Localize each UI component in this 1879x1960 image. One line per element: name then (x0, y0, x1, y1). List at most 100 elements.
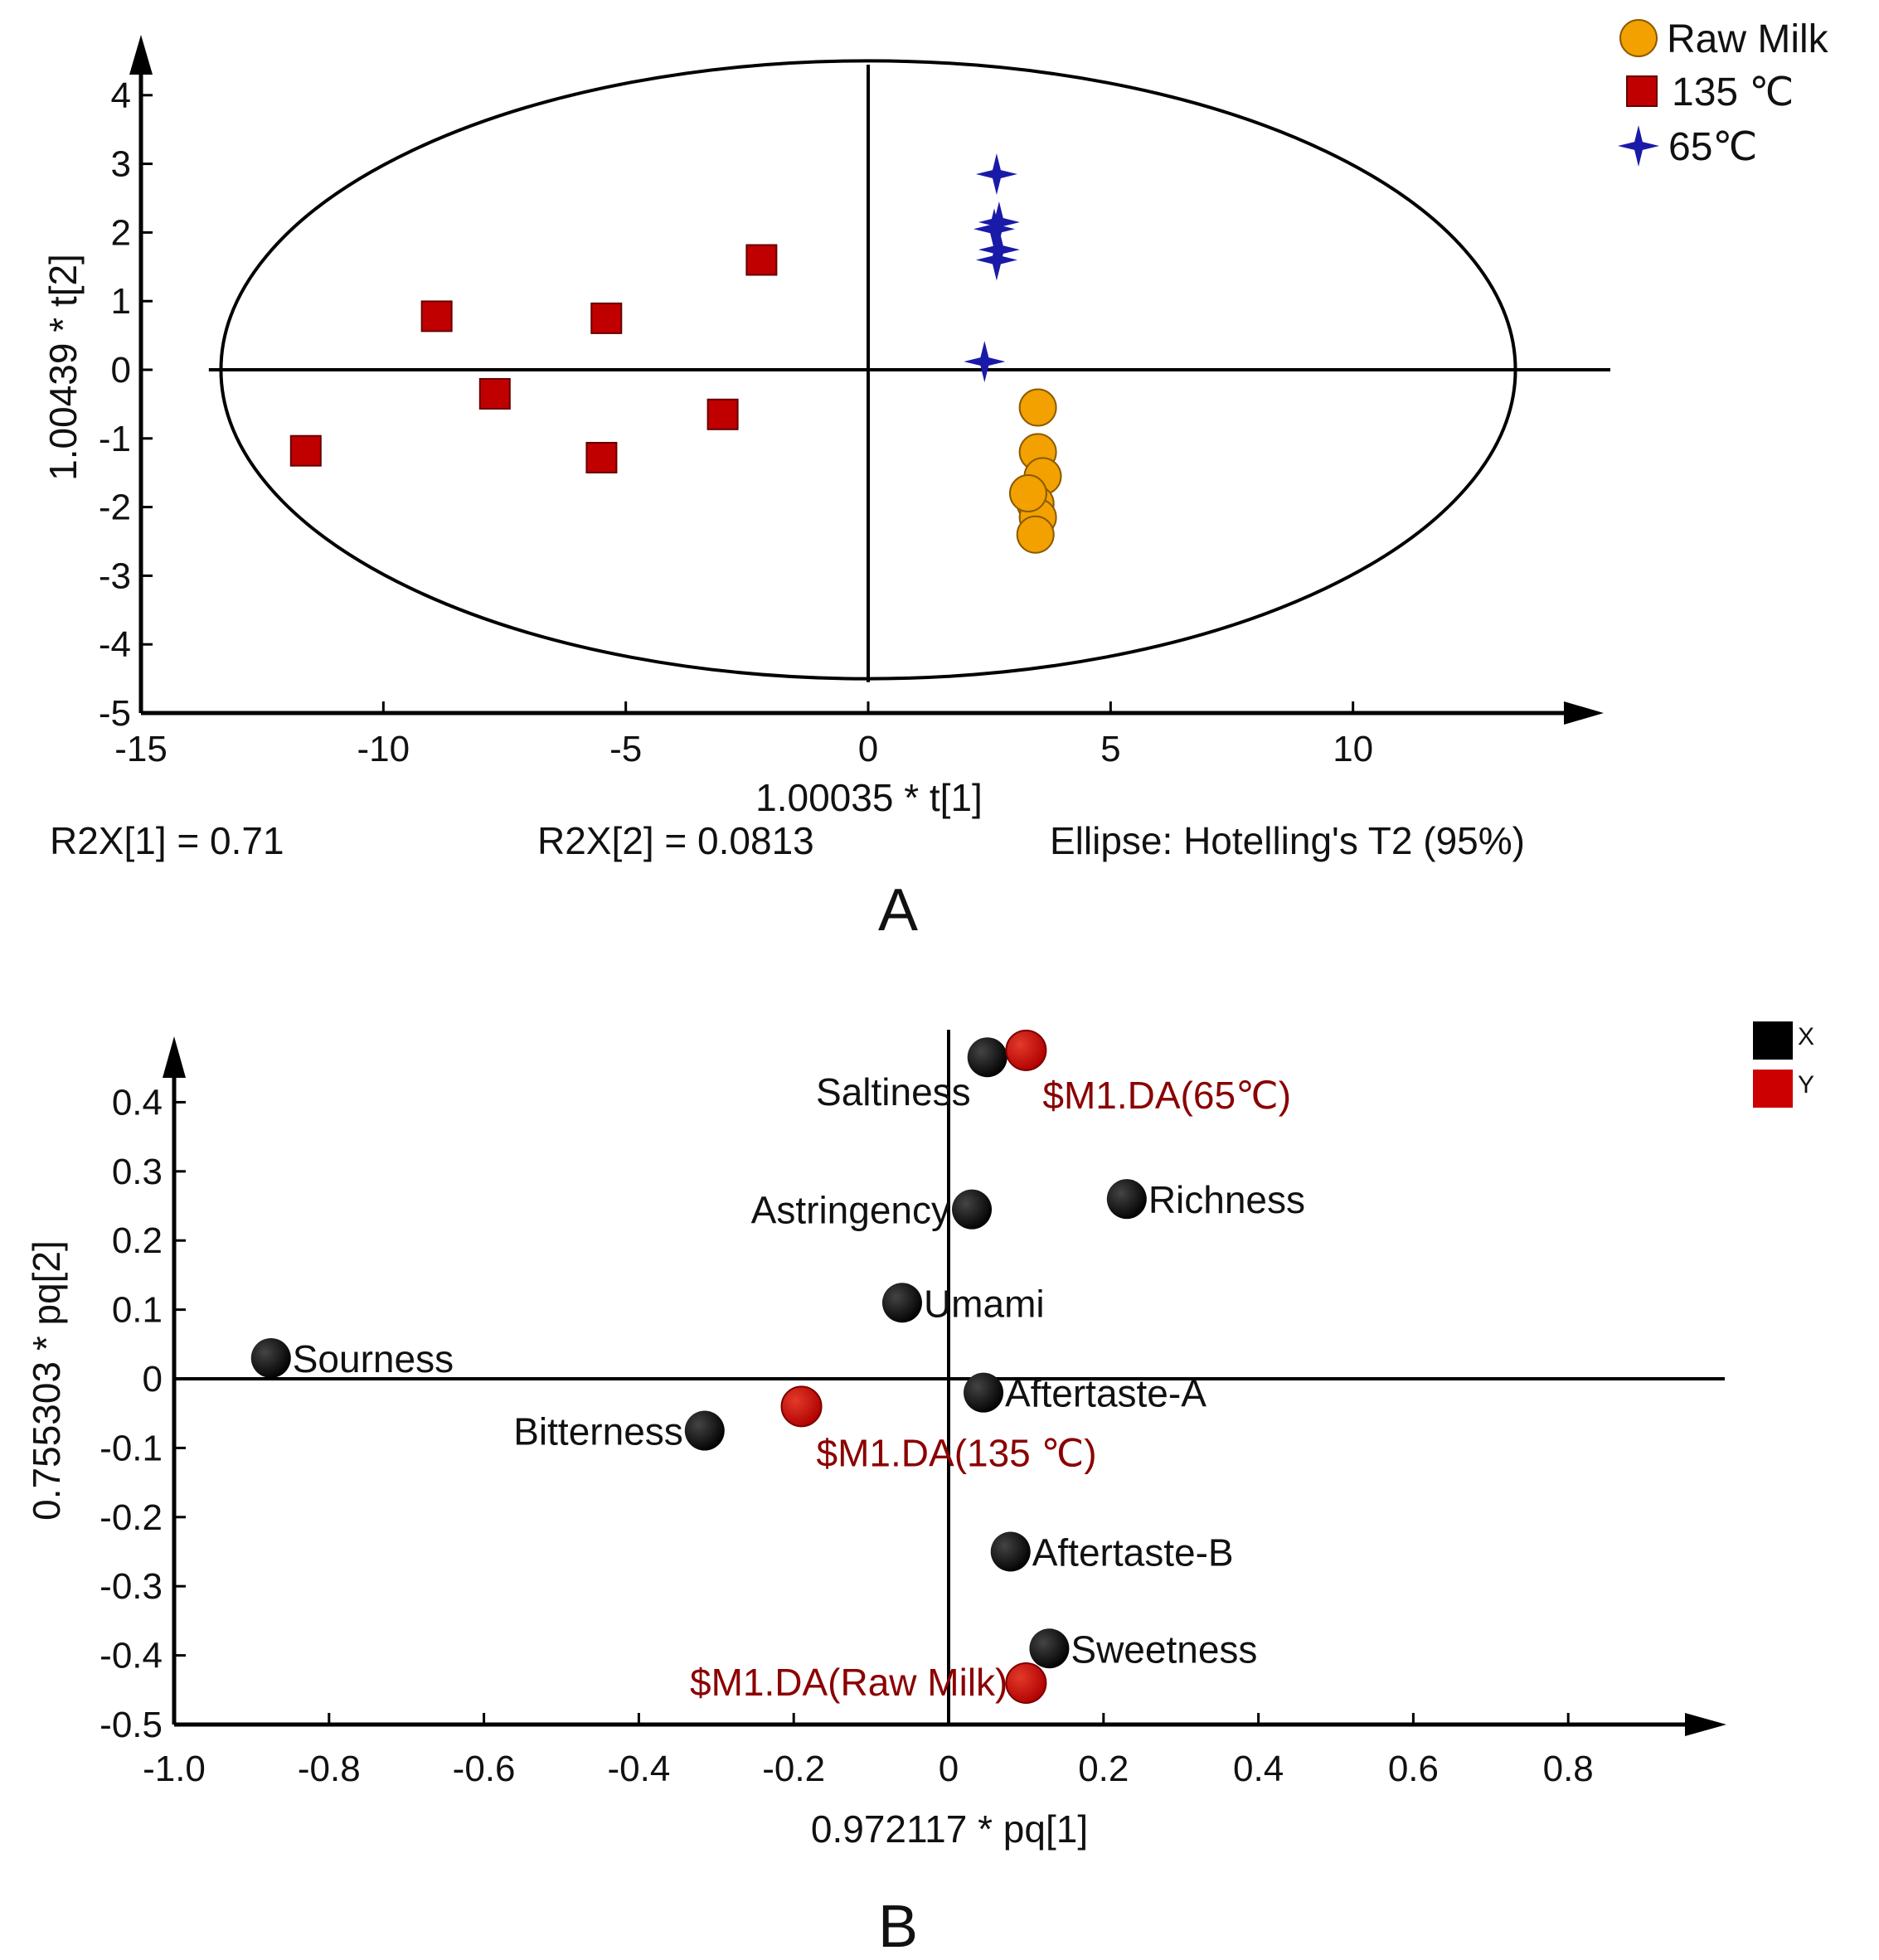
loading-x-label: Aftertaste-A (1005, 1372, 1207, 1415)
loading-y-point (780, 1385, 823, 1428)
panel-b-y-tick-label: -0.1 (100, 1428, 163, 1468)
panel-b-y-tick-label: 0.1 (112, 1290, 163, 1331)
panel-a-x-tick-label: 0 (858, 729, 878, 769)
panel-a-y-tick-label: -3 (99, 555, 131, 596)
panel-a-y-arrow (129, 35, 153, 75)
panel-b-y-label: 0.755303 * pq[2] (25, 1240, 68, 1521)
point-65c (975, 153, 1017, 195)
panel-b-x-tick-label: 0.8 (1543, 1749, 1594, 1789)
point-65c (973, 208, 1015, 250)
panel-a-x-arrow (1564, 701, 1604, 725)
panel-a-y-tick-label: -1 (99, 419, 131, 459)
panel-a-y-tick-label: 4 (111, 75, 131, 116)
panel-b-y-tick-label: 0.2 (112, 1220, 163, 1261)
point-raw-milk (1008, 474, 1047, 513)
loading-x-point (967, 1037, 1007, 1078)
panel-b-x-arrow (1685, 1713, 1726, 1736)
point-raw-milk (1016, 515, 1055, 554)
panel-a-legend: Raw Milk 135 ℃ 65℃ (1618, 17, 1829, 169)
panel-b-x-tick-label: -1.0 (143, 1749, 206, 1789)
panel-b-y-arrow (163, 1036, 186, 1078)
panel-a-y-tick-label: 0 (111, 350, 131, 391)
panel-a-x-tick-label: -5 (609, 729, 642, 769)
panel-a-x-label: 1.00035 * t[1] (755, 776, 983, 819)
legend-y-label: Y (1798, 1071, 1814, 1099)
loading-x-point (964, 1372, 1004, 1413)
legend-x-marker (1753, 1021, 1793, 1060)
panel-b-x-label: 0.972117 * pq[1] (811, 1807, 1088, 1851)
panel-b-y-tick-label: 0 (143, 1359, 163, 1400)
point-135c (745, 244, 778, 276)
panel-a-y-tick-label: 2 (111, 212, 131, 253)
loading-x-label: Sourness (293, 1337, 454, 1380)
loading-x-label: Umami (924, 1282, 1045, 1325)
panel-a-y-tick-label: -4 (99, 624, 131, 665)
loading-x-point (1106, 1179, 1147, 1220)
loading-x-label: Bitterness (513, 1410, 683, 1453)
loading-x-point (684, 1410, 725, 1451)
panel-b-x-tick-label: -0.4 (607, 1749, 670, 1789)
loading-x-label: Saltiness (816, 1070, 971, 1113)
loading-y-label: $M1.DA(Raw Milk) (690, 1661, 1007, 1704)
point-65c (978, 201, 1020, 243)
point-135c (585, 441, 618, 473)
point-65c (964, 341, 1006, 383)
r2x2-stat: R2X[2] = 0.0813 (537, 819, 814, 862)
loading-x-label: Aftertaste-B (1032, 1531, 1234, 1574)
ellipse-stat: Ellipse: Hotelling's T2 (95%) (1050, 819, 1525, 862)
panel-a-y-label: 1.00439 * t[2] (41, 254, 85, 481)
panel-a-y-tick-label: 1 (111, 281, 131, 322)
panel-b-x-tick-label: 0 (939, 1749, 959, 1789)
panel-b-x-tick-label: -0.8 (298, 1749, 361, 1789)
panel-a-y-tick-label: -2 (99, 488, 131, 528)
point-135c (478, 377, 511, 410)
panel-a-label: A (878, 877, 918, 944)
loading-y-point (1005, 1662, 1047, 1704)
legend-y-marker (1753, 1070, 1793, 1108)
legend-135c-label: 135 ℃ (1672, 70, 1794, 114)
loading-x-label: Astringency (751, 1189, 950, 1232)
panel-a-x-tick-label: -15 (114, 729, 168, 769)
point-135c (420, 300, 453, 332)
panel-b-legend: X Y (1753, 1021, 1814, 1108)
panel-b-y-tick-label: -0.3 (100, 1566, 163, 1607)
panel-b-x-tick-label: 0.6 (1388, 1749, 1439, 1789)
panel-b-y-tick-label: -0.2 (100, 1497, 163, 1538)
panel-a-y-tick-label: 3 (111, 144, 131, 185)
panel-a-y-tick-label: -5 (99, 693, 131, 734)
loading-x-point (250, 1337, 291, 1378)
legend-135c-marker (1626, 75, 1658, 107)
loading-y-label: $M1.DA(65℃) (1042, 1074, 1291, 1117)
panel-b-y-tick-label: 0.4 (112, 1082, 163, 1123)
panel-b-ticks: -1.0 -0.8 -0.6 -0.4 -0.2 0 0.2 0.4 0.6 0.8 -0.5 -0.… (100, 1082, 1594, 1789)
panel-a-points (289, 153, 1062, 554)
panel-a-x-tick-label: -10 (357, 729, 410, 769)
point-65c (975, 239, 1017, 281)
legend-65c-marker (1618, 125, 1659, 167)
panel-a-x-tick-label: 5 (1100, 729, 1120, 769)
loading-x-point (881, 1283, 922, 1323)
point-raw-milk (1018, 388, 1057, 427)
loading-y-label: $M1.DA(135 ℃) (817, 1431, 1097, 1474)
legend-x-label: X (1798, 1023, 1814, 1050)
point-135c (289, 434, 322, 467)
panel-b-points: Saltiness Astringency Richness Umami Sournes… (250, 1029, 1305, 1704)
panel-b-label: B (878, 1894, 918, 1960)
panel-b-y-tick-label: -0.5 (100, 1705, 163, 1745)
panel-b-x-tick-label: 0.2 (1078, 1749, 1129, 1789)
legend-raw-milk-label: Raw Milk (1667, 17, 1829, 61)
panel-b-x-tick-label: -0.2 (762, 1749, 825, 1789)
panel-b-y-tick-label: 0.3 (112, 1152, 163, 1192)
loading-x-point (952, 1189, 993, 1230)
panel-b-loadings: -1.0 -0.8 -0.6 -0.4 -0.2 0 0.2 0.4 0.6 0.8 -0.5 -0.… (25, 1021, 1814, 1960)
legend-65c-label: 65℃ (1668, 125, 1757, 169)
panel-b-x-tick-label: -0.6 (453, 1749, 516, 1789)
panel-b-x-tick-label: 0.4 (1233, 1749, 1284, 1789)
point-135c (706, 398, 739, 430)
loading-y-point (1005, 1029, 1047, 1071)
loading-x-label: Sweetness (1071, 1628, 1257, 1671)
loading-x-label: Richness (1148, 1178, 1305, 1221)
